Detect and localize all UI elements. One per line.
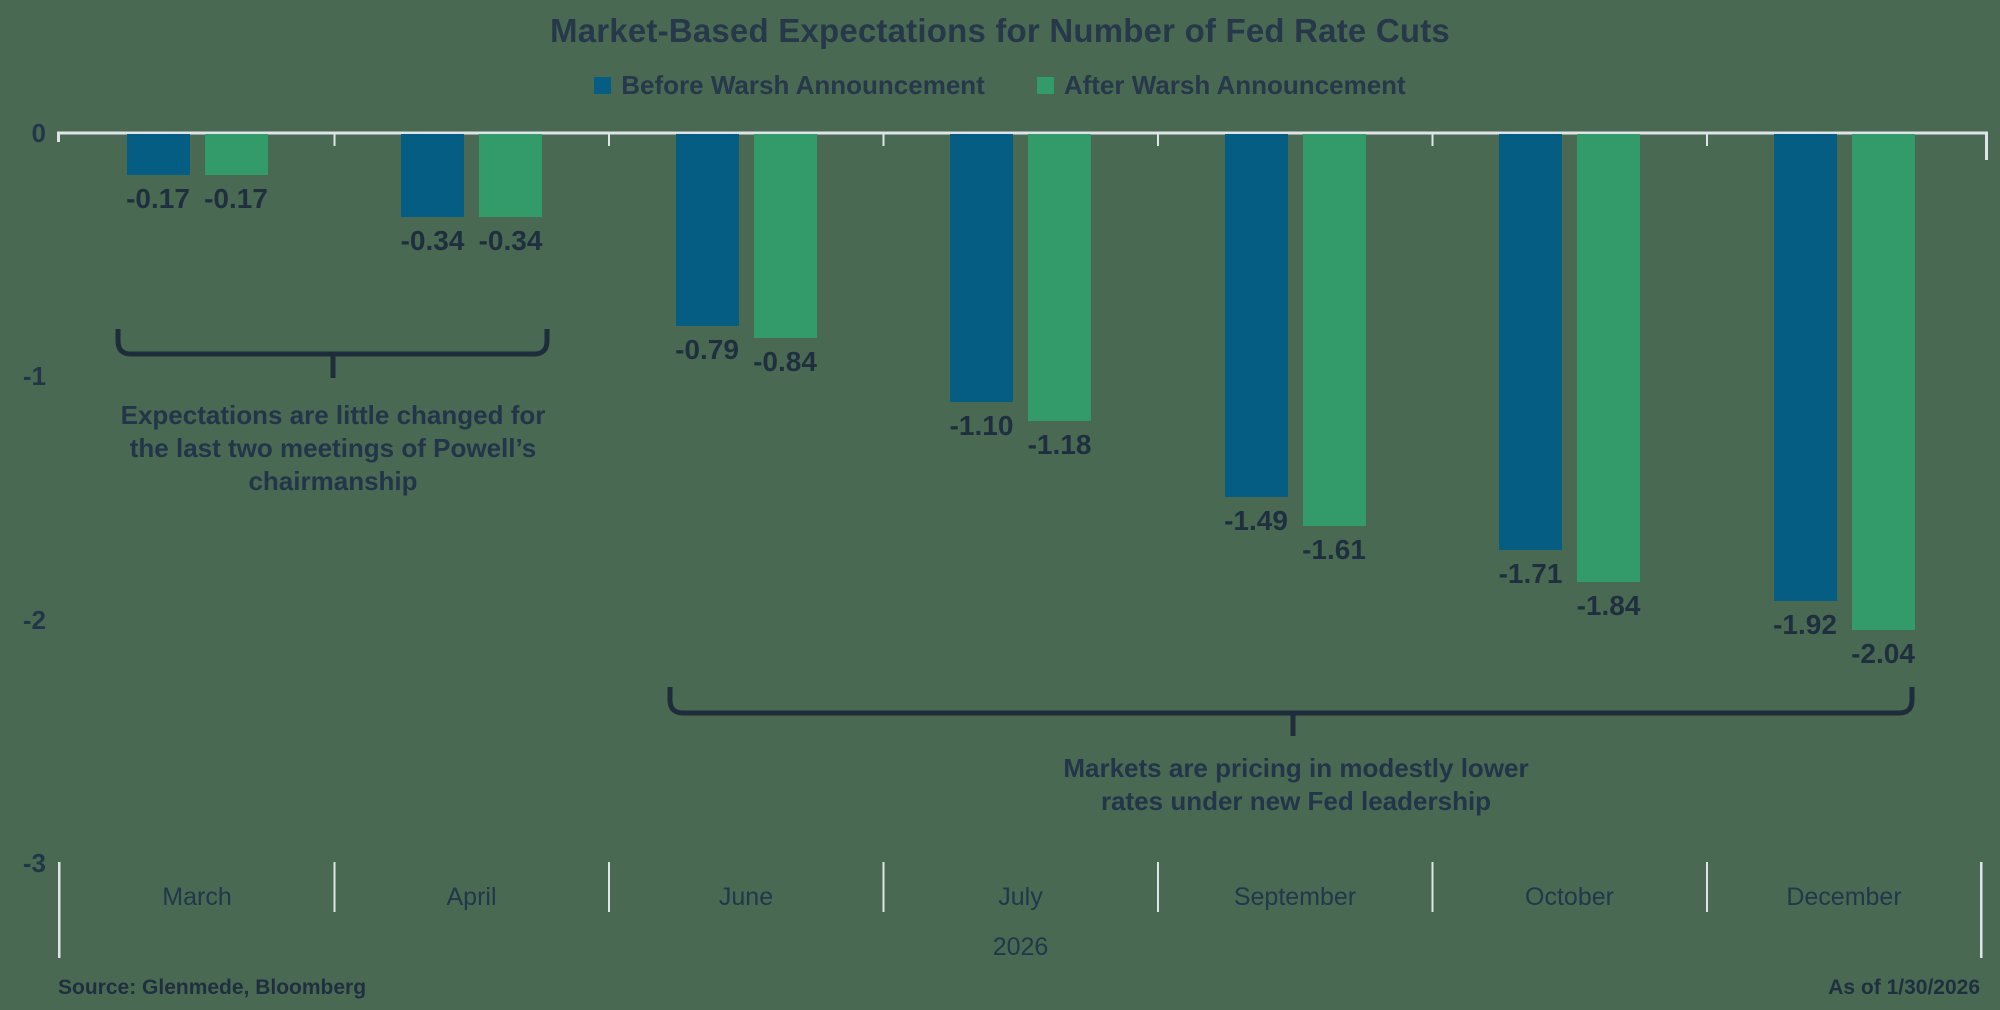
bar-june-before xyxy=(675,134,739,326)
x-axis-label-june: June xyxy=(718,883,774,911)
y-axis-label: -2 xyxy=(22,604,46,635)
x-axis-label-april: April xyxy=(446,883,497,911)
bar-december-after xyxy=(1851,134,1915,630)
x-axis-label-december: December xyxy=(1786,883,1902,911)
bar-october-after xyxy=(1577,134,1640,582)
annotation-new-leadership: Markets are pricing in modestly lower ra… xyxy=(1063,753,1529,816)
bar-value-label: -0.17 xyxy=(204,183,268,214)
y-axis-label: -3 xyxy=(22,847,46,878)
bar-value-label: -2.04 xyxy=(1851,638,1915,669)
legend-swatch xyxy=(1036,77,1054,94)
chart-title: Market-Based Expectations for Number of … xyxy=(550,12,1450,49)
bar-september-before xyxy=(1224,134,1288,497)
bar-value-label: -1.92 xyxy=(1773,609,1837,640)
bar-value-label: -1.71 xyxy=(1498,558,1563,589)
bar-october-before xyxy=(1499,134,1562,550)
bar-value-label: -1.49 xyxy=(1224,505,1288,536)
bar-value-label: -0.34 xyxy=(400,225,465,256)
y-axis-label: 0 xyxy=(31,118,46,148)
bar-march-after xyxy=(204,134,268,175)
brace-powell-meetings xyxy=(115,329,550,378)
source-note: Source: Glenmede, Bloomberg xyxy=(58,976,367,999)
bar-value-label: -0.79 xyxy=(675,334,739,365)
y-axis-label: -1 xyxy=(22,361,46,392)
bar-value-label: -0.17 xyxy=(126,183,190,214)
legend-item: After Warsh Announcement xyxy=(1036,70,1406,101)
bar-value-label: -1.10 xyxy=(949,410,1014,441)
bar-march-before xyxy=(126,134,190,175)
x-axis-label-march: March xyxy=(162,883,232,911)
bar-value-label: -0.84 xyxy=(753,346,817,377)
legend-label: Before Warsh Announcement xyxy=(621,70,985,100)
x-axis-label-september: September xyxy=(1233,883,1357,911)
bar-value-label: -1.61 xyxy=(1302,534,1366,565)
legend: Before Warsh Announcement After Warsh Ann… xyxy=(0,70,2000,101)
bar-april-before xyxy=(401,134,464,217)
bar-july-after xyxy=(1028,134,1091,421)
bar-value-label: -1.84 xyxy=(1576,590,1641,621)
bar-value-label: -1.18 xyxy=(1027,429,1092,460)
x-axis-label-october: October xyxy=(1525,883,1614,911)
legend-swatch xyxy=(594,77,612,94)
bar-june-after xyxy=(753,134,817,338)
as-of-date: As of 1/30/2026 xyxy=(1828,976,1980,999)
brace-new-leadership xyxy=(667,687,1915,736)
x-axis-year-label: 2026 xyxy=(992,933,1049,961)
bar-july-before xyxy=(950,134,1013,402)
bar-value-label: -0.34 xyxy=(478,225,543,256)
legend-item: Before Warsh Announcement xyxy=(594,70,985,101)
bar-april-after xyxy=(479,134,542,217)
bar-september-after xyxy=(1302,134,1366,526)
bar-december-before xyxy=(1773,134,1837,601)
legend-label: After Warsh Announcement xyxy=(1063,70,1406,100)
annotation-powell: Expectations are little changed for the … xyxy=(120,400,546,496)
x-axis-label-july: July xyxy=(998,883,1043,911)
